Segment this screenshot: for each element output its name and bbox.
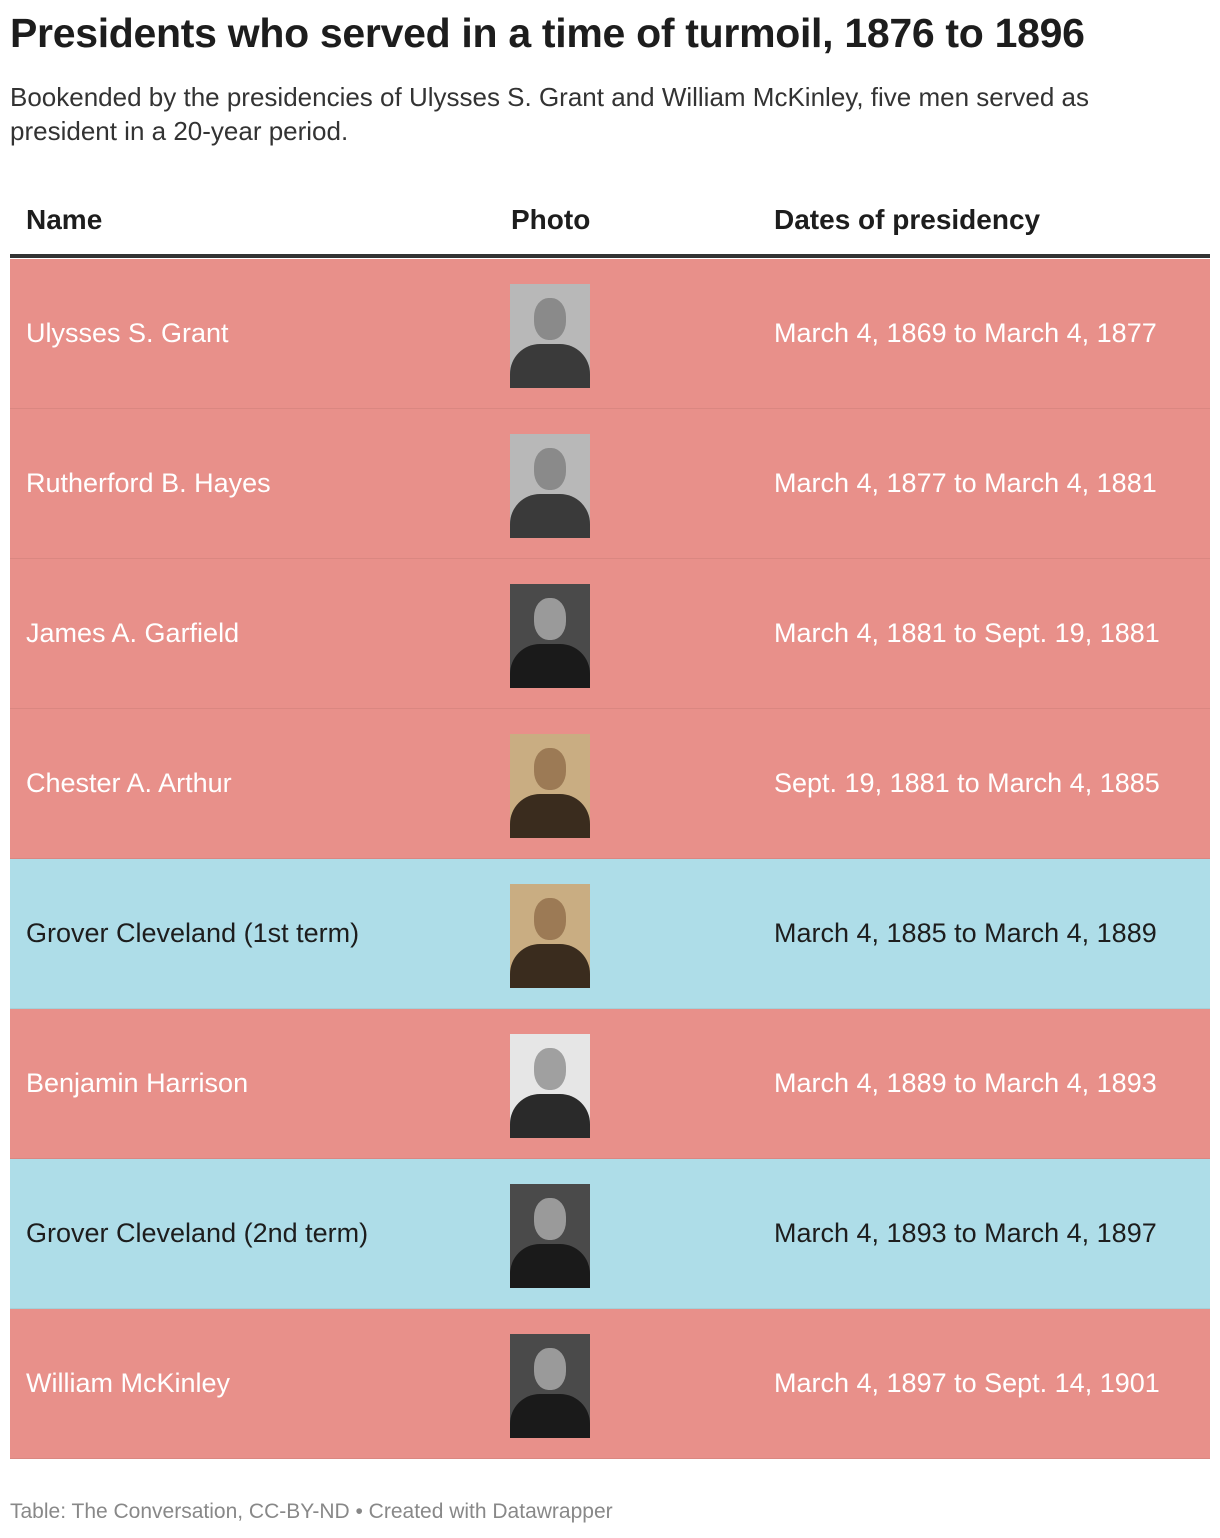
president-name: Grover Cleveland (1st term) [26, 918, 360, 948]
portrait-body [510, 494, 590, 538]
president-name: Benjamin Harrison [26, 1068, 249, 1098]
portrait-body [510, 644, 590, 688]
presidency-dates: March 4, 1889 to March 4, 1893 [774, 1068, 1157, 1098]
column-header-dates[interactable]: Dates of presidency [774, 204, 1041, 235]
portrait-photo [510, 284, 590, 388]
chart-subtitle: Bookended by the presidencies of Ulysses… [10, 82, 1089, 146]
table-body: Ulysses S. Grant March 4, 1869 to March 4… [10, 259, 1210, 1459]
president-name: William McKinley [26, 1368, 231, 1398]
table-row: Benjamin Harrison March 4, 1889 to March … [10, 1009, 1210, 1159]
column-header-photo[interactable]: Photo [511, 204, 591, 235]
table-row: William McKinley March 4, 1897 to Sept. 1… [10, 1309, 1210, 1459]
portrait-body [510, 944, 590, 988]
portrait-body [510, 1094, 590, 1138]
portrait-photo [510, 434, 590, 538]
table-row: James A. Garfield March 4, 1881 to Sept. … [10, 559, 1210, 709]
presidency-dates: March 4, 1897 to Sept. 14, 1901 [774, 1368, 1160, 1398]
table-row: Grover Cleveland (1st term) March 4, 1885… [10, 859, 1210, 1009]
presidency-dates: Sept. 19, 1881 to March 4, 1885 [774, 768, 1160, 798]
portrait-photo [510, 1184, 590, 1288]
presidency-dates: March 4, 1893 to March 4, 1897 [774, 1218, 1157, 1248]
portrait-body [510, 344, 590, 388]
president-name: Chester A. Arthur [26, 768, 232, 798]
portrait-face [534, 1198, 566, 1240]
portrait-photo [510, 734, 590, 838]
table-row: Rutherford B. Hayes March 4, 1877 to Marc… [10, 409, 1210, 559]
portrait-face [534, 898, 566, 940]
presidency-dates: March 4, 1877 to March 4, 1881 [774, 468, 1157, 498]
portrait-photo [510, 1034, 590, 1138]
portrait-face [534, 1048, 566, 1090]
president-name: James A. Garfield [26, 618, 240, 648]
column-header-name[interactable]: Name [26, 204, 103, 235]
footer-credit: Table: The Conversation, CC-BY-ND • Crea… [10, 1500, 613, 1523]
chart-title: Presidents who served in a time of turmo… [10, 10, 1085, 56]
portrait-body [510, 794, 590, 838]
portrait-face [534, 748, 566, 790]
portrait-body [510, 1394, 590, 1438]
portrait-face [534, 448, 566, 490]
presidency-dates: March 4, 1881 to Sept. 19, 1881 [774, 618, 1160, 648]
portrait-photo [510, 584, 590, 688]
president-name: Ulysses S. Grant [26, 318, 229, 348]
table-row: Chester A. Arthur Sept. 19, 1881 to March… [10, 709, 1210, 859]
table-row: Ulysses S. Grant March 4, 1869 to March 4… [10, 259, 1210, 409]
table-header: Name Photo Dates of presidency [10, 190, 1210, 258]
portrait-face [534, 298, 566, 340]
president-name: Grover Cleveland (2nd term) [26, 1218, 369, 1248]
portrait-photo [510, 884, 590, 988]
presidency-dates: March 4, 1885 to March 4, 1889 [774, 918, 1157, 948]
portrait-photo [510, 1334, 590, 1438]
portrait-face [534, 1348, 566, 1390]
presidency-dates: March 4, 1869 to March 4, 1877 [774, 318, 1157, 348]
portrait-body [510, 1244, 590, 1288]
portrait-face [534, 598, 566, 640]
table-row: Grover Cleveland (2nd term) March 4, 1893… [10, 1159, 1210, 1309]
president-name: Rutherford B. Hayes [26, 468, 271, 498]
